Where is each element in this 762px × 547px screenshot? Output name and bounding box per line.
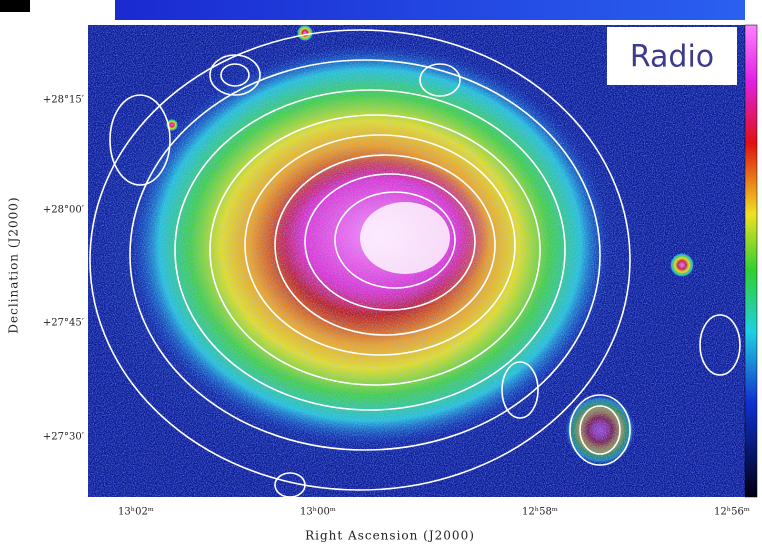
y-tick-label: +28°15′ [43, 95, 85, 106]
top-strip [115, 0, 745, 20]
y-tick-label: +28°00′ [43, 205, 85, 216]
overlay-label: Radio [630, 40, 714, 75]
colorbar [745, 25, 757, 497]
y-axis-label: Declination (J2000) [7, 196, 21, 333]
corner-block [0, 0, 30, 12]
y-tick-label: +27°30′ [43, 432, 85, 443]
y-ticks: +28°15′ +28°00′ +27°45′ +27°30′ [43, 95, 85, 443]
x-tick-label: 13ʰ02ᵐ [118, 507, 154, 518]
x-ticks: 13ʰ02ᵐ 13ʰ00ᵐ 12ʰ58ᵐ 12ʰ56ᵐ [118, 507, 750, 518]
x-tick-label: 13ʰ00ᵐ [300, 507, 336, 518]
x-axis-label: Right Ascension (J2000) [305, 529, 475, 543]
x-tick-label: 12ʰ58ᵐ [522, 507, 558, 518]
x-tick-label: 12ʰ56ᵐ [714, 507, 750, 518]
y-tick-label: +27°45′ [43, 318, 85, 329]
figure: Radio +28°15′ +28°00′ +27°45′ +27°30′ 13… [0, 0, 762, 547]
